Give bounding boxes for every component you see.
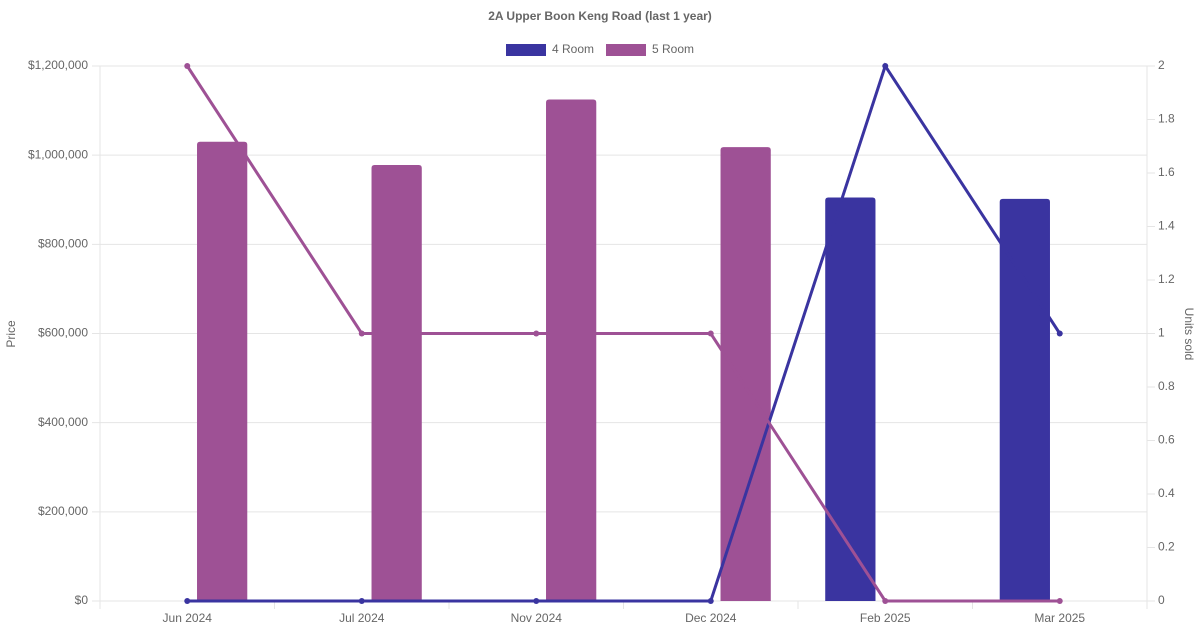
line-point [1056,598,1063,604]
y-tick-label: $0 [75,593,89,607]
x-tick-label: Jun 2024 [163,611,213,625]
y-tick-label: $800,000 [38,237,88,251]
line-point [882,63,889,69]
y2-tick-label: 1.4 [1158,219,1175,233]
x-tick-label: Feb 2025 [860,611,911,625]
line-point [1056,330,1063,337]
y-tick-label: $600,000 [38,326,88,340]
line-point [358,598,365,604]
bar [825,197,876,602]
y-tick-label: $1,000,000 [28,147,88,161]
line-point [184,63,191,69]
y2-tick-label: 0.2 [1158,540,1175,554]
y2-tick-label: 0.4 [1158,486,1175,500]
line-point [882,598,889,604]
bar [999,198,1050,601]
y2-tick-label: 0.6 [1158,433,1175,447]
line [187,62,1062,603]
y2-tick-label: 1.6 [1158,165,1175,179]
bar [720,147,771,601]
y-axis-label: Price [4,320,18,348]
x-tick-label: Dec 2024 [685,611,737,625]
y2-tick-label: 1.2 [1158,272,1175,286]
bar [197,141,248,601]
y2-tick-label: 1.8 [1158,112,1175,126]
bar [546,99,597,601]
legend-swatch [606,44,646,56]
y-tick-label: $400,000 [38,415,88,429]
line-point [358,330,365,337]
x-tick-label: Mar 2025 [1034,611,1085,625]
line-point [533,330,540,337]
y2-tick-label: 1 [1158,326,1165,340]
line-point [533,598,540,604]
chart-title: 2A Upper Boon Keng Road (last 1 year) [488,9,712,23]
y-tick-label: $200,000 [38,504,88,518]
line-point [184,598,191,604]
y2-tick-label: 2 [1158,58,1165,72]
y-tick-label: $1,200,000 [28,58,88,72]
x-tick-label: Jul 2024 [339,611,385,625]
y2-axis-label: Units sold [1182,308,1196,361]
line-point [707,598,714,604]
line [185,65,1060,603]
line-point [707,330,714,337]
x-tick-label: Nov 2024 [511,611,563,625]
y2-tick-label: 0 [1158,593,1165,607]
y2-tick-label: 0.8 [1158,379,1175,393]
bar [371,164,422,601]
legend-label: 5 Room [652,42,694,56]
legend-label: 4 Room [552,42,594,56]
legend-swatch [506,44,546,56]
